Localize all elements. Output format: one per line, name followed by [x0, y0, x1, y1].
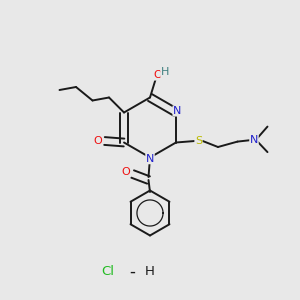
Text: S: S — [195, 136, 202, 146]
Text: O: O — [122, 167, 130, 177]
Text: N: N — [146, 154, 154, 164]
Text: H: H — [161, 67, 169, 77]
Text: -: - — [129, 263, 135, 281]
Text: N: N — [173, 106, 182, 116]
Text: O: O — [153, 70, 162, 80]
Text: H: H — [145, 265, 155, 278]
Text: N: N — [250, 135, 258, 145]
Text: O: O — [94, 136, 102, 146]
Text: Cl: Cl — [101, 265, 115, 278]
